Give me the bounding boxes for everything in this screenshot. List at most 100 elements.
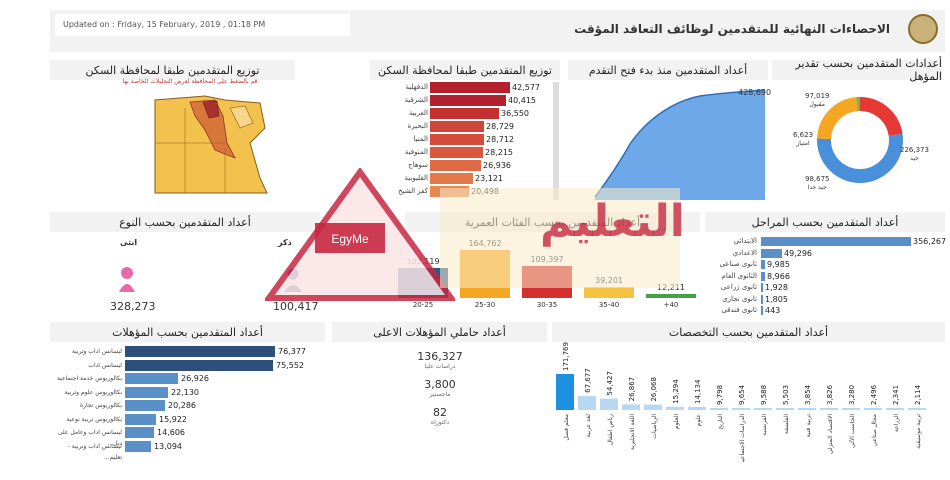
spec-column-value: 3,280 (848, 385, 856, 405)
qual-bar (125, 359, 273, 371)
stage-bar-value: 1,805 (765, 294, 788, 304)
stage-bar (761, 306, 763, 315)
gov-bar-value: 40,415 (508, 96, 536, 105)
age-bar (522, 266, 572, 298)
gov-bar (430, 134, 484, 145)
stage-bar-row: الاعدادي 49,296 (705, 248, 945, 259)
spec-column (776, 408, 794, 410)
spec-column-value: 9,798 (716, 385, 724, 405)
qual-bar-row: ليسانس اداب وتربية - تعليم... 13,094 (50, 440, 325, 461)
qual-bar (125, 386, 168, 398)
age-bar-label: 35-40 (598, 301, 620, 309)
quals-title: أعداد المتقدمين بحسب المؤهلات (50, 322, 325, 342)
spec-column-label: لغة عربية (585, 414, 592, 438)
spec-column-label: الفرنسية (761, 414, 768, 436)
spec-column-value: 54,427 (606, 371, 614, 396)
qual-bar-label: ليسانس اداب وعامل على دبل... (57, 429, 122, 447)
stage-bar-label: الثانوى العام (721, 271, 757, 280)
gov-bar-value: 28,215 (485, 148, 513, 157)
qual-bar-label: بكالوريوس تجارة (79, 402, 122, 409)
page-title: الاحصاءات النهائية للمتقدمين لوظائف التع… (574, 22, 890, 36)
age-bar-value: 164,762 (468, 239, 502, 248)
qual-bar (125, 400, 165, 411)
stage-bar-row: الابتدائي 356,267 (705, 236, 946, 247)
age-bar-value: 12,211 (657, 283, 685, 292)
gov-bar (430, 186, 469, 197)
updated-timestamp: Updated on : Friday, 15 February, 2019 ,… (55, 14, 350, 36)
spec-column-value: 2,341 (892, 385, 900, 405)
stage-bar (761, 248, 782, 258)
spec-column-label: رياض اطفال (607, 414, 614, 445)
qual-bar-label: ليسانس اداب وتربية (71, 348, 122, 355)
gov-scrollbar[interactable] (553, 82, 559, 200)
qual-bar-value: 14,606 (157, 428, 185, 437)
gov-bar (430, 82, 510, 93)
age-bar-label: 20-25 (412, 301, 434, 309)
gov-bar-label: القليوبية (404, 174, 428, 182)
spec-column-value: 3,854 (804, 384, 812, 405)
stage-bar-label: الاعدادي (732, 248, 757, 257)
ministry-logo (908, 14, 938, 44)
spec-column-label: مجال صناعي (871, 414, 878, 447)
map-title: توزيع المتقدمين طبقا لمحافظة السكن (50, 60, 295, 80)
qual-bar-label: بكالوريوس علوم وتربية (64, 388, 122, 396)
female-icon (119, 267, 135, 292)
age-bar-label: 25-30 (474, 301, 496, 309)
gov-bar-label: سوهاج (408, 161, 428, 169)
spec-column (578, 395, 596, 410)
male-icon (284, 268, 302, 292)
qual-bar-value: 76,377 (278, 347, 306, 356)
spec-column-label: الحاسب الآلي (848, 414, 856, 448)
stage-bar-label: الابتدائي (733, 237, 757, 245)
spec-column (732, 407, 750, 410)
stage-bar-label: ثانوى صناعى (719, 260, 757, 268)
gov-bar-value: 26,936 (483, 161, 511, 170)
grade-label-maqbool: 97,019 مقبول (805, 92, 830, 108)
qual-bar (125, 427, 154, 438)
qual-bar-value: 15,922 (159, 414, 187, 424)
spec-column-label: التاريخ (717, 414, 724, 430)
gov-bar-row: الشرقية 40,415 (370, 95, 550, 106)
spec-column (666, 406, 684, 410)
spec-column-value: 14,134 (694, 379, 702, 404)
spec-column-label: الاقتصاد المنزلي (827, 414, 834, 455)
spec-column-value: 26,867 (628, 377, 636, 402)
spec-column-label: الزراعة (893, 414, 900, 433)
spec-column-value: 3,826 (826, 384, 834, 405)
spec-column-value: 26,068 (650, 377, 658, 402)
qual-bar-value: 13,094 (154, 441, 182, 451)
stage-bar-row: الثانوى العام 8,966 (705, 271, 945, 282)
gov-bar-value: 23,121 (475, 174, 503, 183)
spec-column (710, 407, 728, 410)
spec-column (886, 408, 904, 410)
spec-column (908, 408, 926, 410)
qual-bar-label: ليسانس اداب وتربية - تعليم... (67, 442, 122, 461)
map-hint: قم بالضغط على المحافظة لعرض التحليلات ال… (122, 78, 258, 85)
quals-bar-chart: ليسانس اداب وتربية 76,377 ليسانس اداب 75,55… (50, 346, 325, 461)
higher-stats: 136,327 دراسات عليا 3,800 ماجستير 82 دكت… (417, 350, 463, 426)
age-bar-value: 109,397 (530, 255, 564, 264)
stage-bar-row: ثانوى صناعى 9,985 (705, 259, 945, 270)
gov-bar-row: الغربية 36,550 (370, 108, 550, 119)
egypt-map[interactable] (145, 88, 275, 198)
spec-column (754, 407, 772, 410)
gov-bar-value: 36,550 (501, 109, 529, 118)
gov-bar-row: البحيرة 28,729 (370, 121, 550, 132)
gov-bar (430, 121, 484, 132)
donut-segment (817, 97, 903, 183)
qual-bar (125, 440, 151, 452)
female-label: انثى (120, 238, 138, 247)
spec-column-label: علوم (695, 414, 702, 426)
progress-title: أعداد المتقدمين منذ بدء فتح التقدم (568, 60, 768, 80)
qual-bar-row: بكالوريوس تجارة 20,286 (50, 400, 325, 411)
spec-column-value: 171,769 (562, 342, 570, 371)
qual-bar-row: ليسانس اداب 75,552 (50, 359, 325, 371)
qual-bar (125, 413, 156, 425)
qual-bar (125, 373, 178, 384)
spec-column-value: 2,114 (914, 384, 922, 405)
stage-bar (761, 271, 765, 281)
male-count: 100,417 (273, 300, 319, 313)
spec-column-value: 2,496 (870, 384, 878, 405)
age-bar-label: +40 (663, 301, 679, 309)
stage-bar-value: 1,928 (765, 283, 788, 292)
